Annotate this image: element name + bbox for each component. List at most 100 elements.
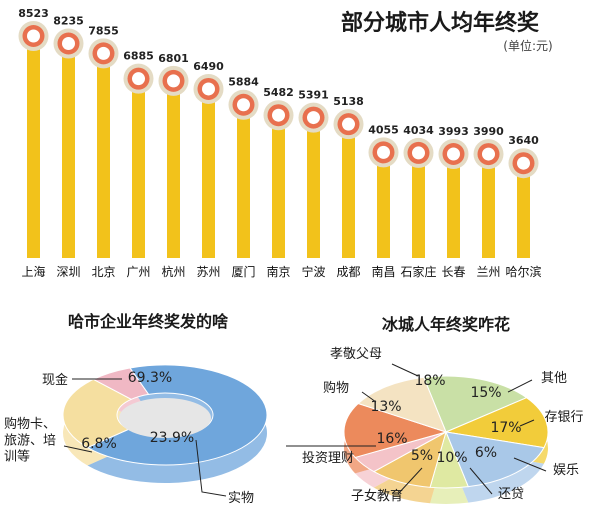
bar-value-label: 3640 [508,134,539,147]
bar-category-label: 厦门 [231,264,255,279]
leader-line [507,379,533,393]
bar-category-label: 成都 [336,265,360,279]
bar-category-label: 苏州 [196,265,220,279]
pie-slice-percent: 15% [470,385,501,401]
pie-slice-label: 其他 [541,371,567,386]
bar-value-label: 3993 [438,125,469,138]
bar-value-label: 5391 [298,89,329,102]
pie-slice-percent: 18% [414,373,445,389]
donut-slice-label: 购物卡、旅游、培训等 [4,416,56,465]
bar-value-label: 4055 [368,123,399,136]
bar-marker-center [272,108,285,122]
donut-slice-percent: 23.9% [150,430,194,446]
bar-value-label: 3990 [473,125,504,138]
bar-value-label: 4034 [403,124,434,137]
bar-value-label: 5138 [333,95,364,108]
bar-marker-center [342,117,355,131]
pie-slice-label: 存银行 [544,410,583,425]
bar-chart-unit: (单位:元) [503,38,552,53]
donut-slice-percent: 69.3% [128,370,172,386]
bar-value-label: 6801 [158,52,189,65]
pie-slice-2 [444,397,549,449]
bar-15 [517,163,530,258]
bar-13 [447,153,460,258]
bar-marker-center [97,46,110,60]
pie-slice-percent: 6% [475,445,497,461]
donut-chart-title: 哈市企业年终奖发的啥 [68,312,229,331]
donut-slice-2 [62,378,133,449]
bar-9 [307,117,320,258]
bar-1 [27,36,40,258]
leader-line [469,467,493,495]
bar-value-label: 8523 [18,7,49,20]
bar-marker-center [27,29,40,43]
bar-5 [167,80,180,259]
bar-7 [237,104,250,259]
donut-chart: 哈市企业年终奖发的啥 69.3% 现金 23.9% 实物 6.8% 购物卡、旅游、培训等 [4,312,268,506]
pie-slice-label: 娱乐 [553,463,579,478]
bar-marker-center [482,147,495,161]
bar-value-label: 5482 [263,86,294,99]
leader-line [63,445,93,453]
bar-category-label: 南昌 [371,264,395,279]
pie-slice-8 [357,376,447,433]
bar-category-label: 兰州 [476,265,500,279]
pie-chart: 冰城人年终奖咋花 18% 孝敬父母 15% 其他 17% 存银行 6% 娱乐 10% 还贷 5% 子女… [286,315,584,505]
bar-marker-center [517,156,530,170]
bar-marker-center [412,146,425,160]
pie-slice-1 [423,375,528,433]
leader-line [513,457,547,472]
pie-slice-percent: 17% [490,420,521,436]
pie-slice-label: 孝敬父母 [330,346,382,362]
bar-3 [97,53,110,258]
pie-slice-percent: 10% [436,450,467,466]
pie-slice-label: 还贷 [498,487,524,502]
bar-category-label: 长春 [441,265,465,279]
bar-value-label: 6885 [123,50,154,63]
pie-chart-title: 冰城人年终奖咋花 [382,315,510,334]
bar-marker-center [62,37,75,51]
bar-8 [272,115,285,258]
leader-line [397,467,423,495]
donut-slice-label: 实物 [228,491,254,506]
donut-slice-1 [86,364,268,466]
bar-category-label: 广州 [126,265,150,279]
bar-marker-center [132,72,145,86]
pie-slice-3 [445,431,545,488]
bar-marker-center [307,111,320,125]
leader-line [519,419,535,427]
pie-slice-percent: 5% [411,448,433,464]
pie-slice-label: 投资理财 [302,450,354,466]
bar-14 [482,154,495,258]
bar-category-label: 杭州 [161,264,185,279]
pie-slice-7 [343,402,448,458]
bar-category-label: 宁波 [301,264,325,279]
bar-value-label: 5884 [228,76,259,89]
bar-category-label: 北京 [91,265,115,279]
bar-category-label: 哈尔滨 [505,264,541,279]
bar-marker-center [377,145,390,159]
bar-category-label: 深圳 [56,265,80,279]
donut-hole [119,398,211,438]
bar-chart-title: 部分城市人均年终奖 [341,10,540,36]
leader-line [195,439,227,497]
bar-category-label: 南京 [266,264,290,279]
bar-4 [132,78,145,259]
donut-slice-3 [92,367,150,400]
bar-10 [342,124,355,259]
leader-line [391,363,419,377]
bar-chart: 部分城市人均年终奖 (单位:元) 8523 上海 8235 深圳 7855 北京 6885 广… [18,7,553,279]
donut-slice-label: 现金 [42,372,68,388]
pie-slice-label: 子女教育 [351,488,403,504]
pie-slice-label: 购物 [323,380,349,396]
bar-2 [62,43,75,258]
bar-6 [202,88,215,258]
donut-slice-percent: 6.8% [81,436,117,452]
bar-marker-center [237,98,250,112]
pie-slice-percent: 16% [376,431,407,447]
bar-11 [377,152,390,258]
pie-slice-percent: 13% [370,399,401,415]
bar-value-label: 7855 [88,24,119,37]
bar-value-label: 8235 [53,15,84,28]
